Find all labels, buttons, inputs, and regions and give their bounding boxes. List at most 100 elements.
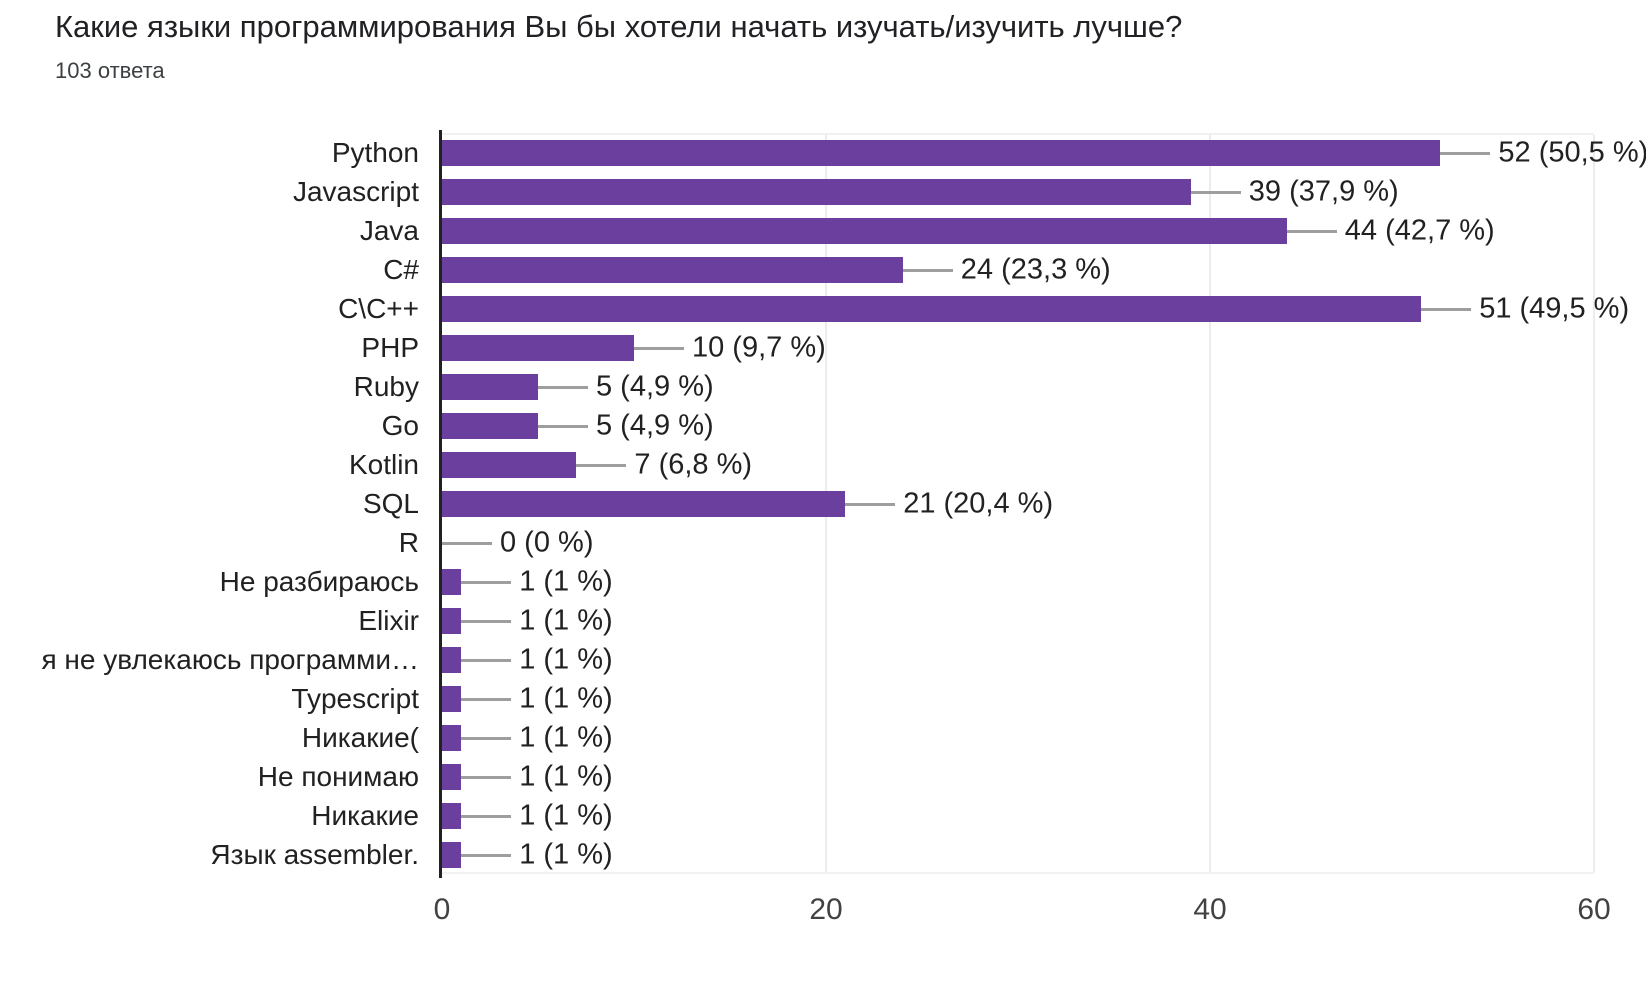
bar[interactable] (442, 646, 462, 673)
x-tick-label: 0 (433, 893, 451, 926)
x-tick-label: 60 (1577, 893, 1611, 926)
bar-row: 10 (9,7 %) (442, 328, 1594, 367)
category-label: SQL (362, 487, 419, 519)
category-label: Go (381, 409, 419, 441)
value-label: 7 (6,8 %) (634, 448, 753, 480)
value-label: 5 (4,9 %) (596, 370, 714, 402)
connector-line (1440, 151, 1491, 155)
bar[interactable] (442, 451, 577, 478)
bar-row: 52 (50,5 %) (442, 133, 1646, 172)
category-label: C# (383, 253, 419, 285)
value-label: 52 (50,5 %) (1498, 136, 1646, 168)
bar[interactable] (442, 802, 462, 829)
bar[interactable] (442, 295, 1422, 322)
connector-line (538, 424, 588, 428)
bar[interactable] (442, 685, 462, 712)
connector-line (461, 697, 512, 701)
connector-line (634, 346, 684, 350)
bar-row: 1 (1 %) (442, 562, 1594, 601)
bar-row: 24 (23,3 %) (442, 250, 1594, 289)
category-label: Elixir (358, 604, 419, 636)
x-axis-ticks: 0 20 40 60 (434, 893, 1611, 933)
bar-row: 44 (42,7 %) (442, 211, 1594, 250)
category-label: Не понимаю (257, 760, 419, 792)
value-label: 1 (1 %) (519, 643, 613, 675)
connector-line (902, 268, 953, 272)
connector-line (461, 775, 512, 779)
category-label: Никакие (311, 799, 419, 831)
connector-line (461, 814, 512, 818)
x-tick-label: 20 (809, 893, 843, 926)
bar-row: 5 (4,9 %) (442, 367, 1594, 406)
value-label: 1 (1 %) (519, 565, 613, 597)
bar[interactable] (442, 334, 634, 361)
value-label: 39 (37,9 %) (1248, 175, 1399, 207)
connector-line (845, 502, 896, 506)
value-label: 1 (1 %) (519, 682, 613, 714)
connector-line (538, 385, 588, 389)
page-title: Какие языки программирования Вы бы хотел… (55, 9, 1183, 44)
connector-line (576, 463, 627, 467)
value-label: 44 (42,7 %) (1344, 214, 1495, 246)
category-label: я не увлекаюсь программи… (41, 643, 419, 675)
bar-row: 51 (49,5 %) (442, 289, 1629, 328)
category-label: PHP (361, 331, 419, 363)
category-label: Python (331, 136, 419, 168)
bar[interactable] (442, 256, 903, 283)
bar-row: 5 (4,9 %) (442, 406, 1594, 445)
bar-row: 1 (1 %) (442, 718, 1594, 757)
connector-line (1421, 307, 1472, 311)
category-label: Не разбираюсь (219, 565, 419, 597)
connector-line (461, 736, 512, 740)
gridline (1209, 135, 1211, 872)
connector-line (461, 619, 512, 623)
value-label: 1 (1 %) (519, 838, 613, 870)
category-label: C\C++ (338, 292, 419, 324)
category-label: Javascript (292, 175, 419, 207)
category-label: Java (359, 214, 419, 246)
connector-line (461, 658, 512, 662)
bar-row: 1 (1 %) (442, 679, 1594, 718)
bar-row: 1 (1 %) (442, 640, 1594, 679)
bar[interactable] (442, 763, 462, 790)
bar-row: 1 (1 %) (442, 796, 1594, 835)
bar-row: 39 (37,9 %) (442, 172, 1594, 211)
gridline (1593, 135, 1595, 872)
bar-row: 1 (1 %) (442, 601, 1594, 640)
value-label: 1 (1 %) (519, 721, 613, 753)
x-tick-label: 40 (1193, 893, 1227, 926)
connector-line (1286, 229, 1337, 233)
bar-row: 0 (0 %) (442, 523, 1594, 562)
connector-line (461, 580, 512, 584)
bar[interactable] (442, 217, 1287, 244)
bar-row: 1 (1 %) (442, 835, 1594, 874)
bar[interactable] (442, 607, 462, 634)
bar[interactable] (442, 841, 462, 868)
y-axis-line (439, 130, 442, 878)
connector-line (442, 541, 492, 545)
bar[interactable] (442, 568, 462, 595)
category-label: Kotlin (348, 448, 419, 480)
value-label: 1 (1 %) (519, 760, 613, 792)
value-label: 5 (4,9 %) (596, 409, 714, 441)
value-label: 21 (20,4 %) (903, 487, 1054, 519)
bar-rows: 52 (50,5 %) 39 (37,9 %) 44 (42,7 %) 24 (23,… (442, 133, 1646, 874)
connector-line (1190, 190, 1241, 194)
bar[interactable] (442, 139, 1441, 166)
bar-row: 1 (1 %) (442, 757, 1594, 796)
bar[interactable] (442, 373, 538, 400)
bar[interactable] (442, 412, 538, 439)
value-label: 1 (1 %) (519, 799, 613, 831)
category-label: R (398, 526, 419, 558)
bar[interactable] (442, 490, 846, 517)
value-label: 51 (49,5 %) (1479, 292, 1630, 324)
bar[interactable] (442, 724, 462, 751)
bar-row: 21 (20,4 %) (442, 484, 1594, 523)
value-label: 24 (23,3 %) (960, 253, 1111, 285)
category-label: Никакие( (301, 721, 419, 753)
bar[interactable] (442, 178, 1191, 205)
value-label: 10 (9,7 %) (691, 331, 826, 363)
category-labels: Python Javascript Java C# C\C++ PHP Ruby Go Kotl… (0, 133, 430, 874)
value-label: 0 (0 %) (500, 526, 594, 558)
